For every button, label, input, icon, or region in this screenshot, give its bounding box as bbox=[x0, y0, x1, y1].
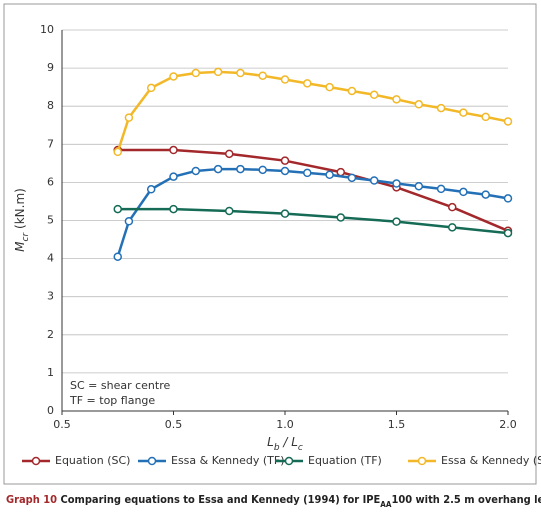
x-label-sub: c bbox=[298, 443, 303, 453]
x-label-part: L bbox=[291, 435, 298, 449]
point bbox=[258, 71, 267, 80]
point bbox=[236, 68, 245, 78]
legend-label: Essa & Kennedy (SC) bbox=[441, 454, 541, 467]
y-label-sub: cr bbox=[21, 232, 31, 242]
point bbox=[448, 223, 457, 232]
point bbox=[347, 86, 357, 96]
y-tick-label: 9 bbox=[47, 61, 54, 74]
point bbox=[392, 179, 401, 188]
point bbox=[124, 217, 134, 226]
point bbox=[113, 147, 122, 157]
point bbox=[481, 112, 490, 122]
point bbox=[280, 156, 290, 165]
frame bbox=[3, 3, 537, 485]
point bbox=[459, 187, 468, 197]
point bbox=[369, 90, 379, 100]
point bbox=[225, 206, 234, 216]
point bbox=[280, 166, 290, 176]
x-tick-label: 0.5 bbox=[165, 418, 183, 431]
y-tick-label: 7 bbox=[47, 137, 54, 150]
legend-marker bbox=[284, 456, 294, 466]
y-tick-label: 6 bbox=[47, 175, 54, 188]
y-tick-label: 0 bbox=[47, 404, 54, 417]
point bbox=[503, 117, 513, 126]
point bbox=[503, 228, 513, 238]
point bbox=[236, 164, 245, 174]
y-tick-label: 1 bbox=[47, 366, 54, 379]
point bbox=[113, 204, 122, 214]
point bbox=[336, 167, 345, 177]
y-tick-label: 10 bbox=[40, 23, 54, 36]
point bbox=[280, 209, 290, 218]
point bbox=[448, 202, 457, 212]
point bbox=[336, 213, 345, 222]
point bbox=[124, 113, 134, 122]
y-tick-label: 2 bbox=[47, 328, 54, 341]
y-label-unit: (kN.m) bbox=[13, 188, 27, 233]
point bbox=[369, 176, 379, 185]
legend-marker bbox=[417, 456, 427, 466]
caption: Graph 10 Comparing equations to Essa and… bbox=[6, 493, 541, 509]
y-axis-label: Mcr (kN.m) bbox=[13, 188, 31, 252]
y-tick-label: 8 bbox=[47, 99, 54, 112]
point bbox=[146, 83, 156, 93]
point bbox=[347, 173, 357, 183]
caption-label: Graph 10 bbox=[6, 493, 57, 506]
point bbox=[191, 68, 201, 78]
x-tick-label: 2.0 bbox=[499, 418, 517, 431]
y-tick-label: 5 bbox=[47, 214, 54, 227]
annotation: TF = top flange bbox=[69, 394, 155, 407]
caption-text: Comparing equations to Essa and Kennedy … bbox=[57, 493, 381, 506]
point bbox=[414, 181, 424, 191]
x-axis-label: Lb / Lc bbox=[267, 435, 303, 453]
point bbox=[258, 165, 267, 175]
point bbox=[146, 185, 156, 194]
point bbox=[213, 164, 223, 174]
point bbox=[169, 72, 178, 81]
x-label-sub: b bbox=[274, 443, 280, 453]
point bbox=[481, 190, 490, 199]
point bbox=[303, 79, 312, 88]
legend-label: Essa & Kennedy (TF) bbox=[171, 454, 285, 467]
point bbox=[392, 217, 401, 226]
point bbox=[459, 108, 468, 117]
point bbox=[191, 166, 201, 176]
x-tick-label: 1.0 bbox=[276, 418, 294, 431]
series-line bbox=[116, 70, 509, 153]
point bbox=[414, 100, 424, 109]
point bbox=[325, 82, 334, 92]
legend-marker bbox=[147, 456, 157, 466]
point bbox=[503, 194, 513, 203]
annotation: SC = shear centre bbox=[70, 379, 170, 392]
point bbox=[213, 67, 223, 77]
x-label-part: L bbox=[267, 435, 274, 449]
legend-marker bbox=[31, 456, 41, 466]
legend-label: Equation (TF) bbox=[308, 454, 382, 467]
point bbox=[169, 204, 178, 214]
point bbox=[225, 149, 234, 159]
point bbox=[169, 172, 178, 181]
point bbox=[436, 184, 446, 194]
series-line bbox=[117, 148, 509, 232]
y-label-main: M bbox=[13, 241, 27, 252]
point bbox=[325, 170, 334, 180]
point bbox=[392, 95, 401, 104]
x-tick-label: 1.5 bbox=[388, 418, 406, 431]
x-tick-label: 0.5 bbox=[53, 418, 71, 431]
point bbox=[280, 75, 290, 84]
point bbox=[113, 252, 122, 261]
point bbox=[436, 103, 446, 113]
y-tick-label: 3 bbox=[47, 290, 54, 303]
series-line bbox=[117, 207, 509, 235]
point bbox=[303, 168, 312, 178]
x-label-part: / bbox=[280, 435, 292, 449]
y-tick-label: 4 bbox=[47, 252, 54, 265]
caption-sub: AA bbox=[380, 500, 392, 509]
point bbox=[169, 145, 178, 155]
caption-text: 100 with 2.5 m overhang length bbox=[391, 493, 541, 506]
legend-label: Equation (SC) bbox=[55, 454, 130, 467]
